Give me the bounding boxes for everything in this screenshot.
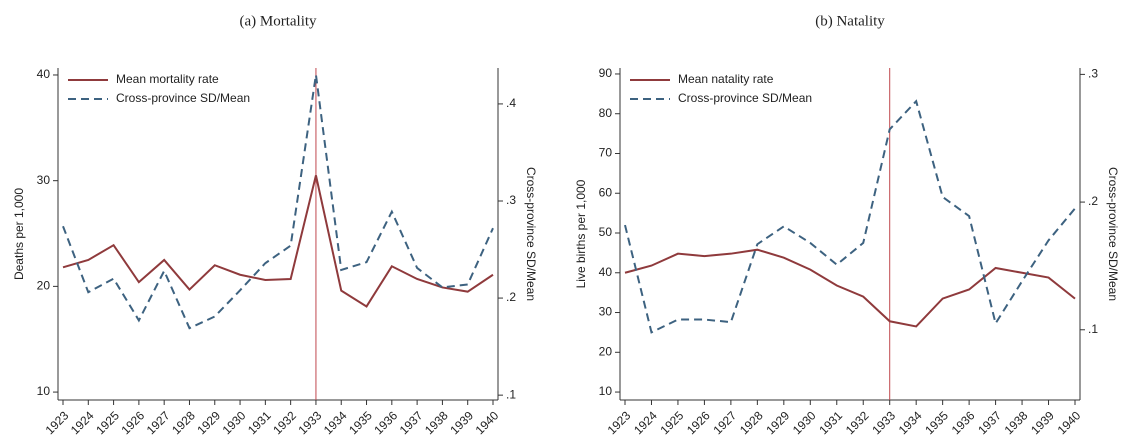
x-tick-label: 1939 [1028,408,1057,436]
y-tick-label: 50 [599,225,613,239]
x-tick-label: 1928 [169,408,198,436]
legend-label: Mean mortality rate [116,72,219,86]
y2-tick-label: .4 [506,96,516,110]
x-tick-label: 1939 [447,408,476,436]
x-tick-label: 1940 [473,408,502,436]
x-tick-label: 1936 [949,408,978,436]
x-tick-label: 1930 [220,408,249,436]
x-tick-label: 1933 [869,408,898,436]
x-tick-label: 1938 [1002,408,1031,436]
series-line [624,248,1076,328]
series-line [62,175,494,308]
y-tick-label: 40 [37,67,51,81]
x-tick-label: 1929 [763,408,792,436]
x-tick-label: 1927 [710,408,739,436]
x-tick-label: 1930 [790,408,819,436]
x-tick-label: 1929 [194,408,223,436]
x-tick-label: 1923 [605,408,634,436]
x-tick-label: 1934 [896,408,925,436]
x-tick-label: 1936 [371,408,400,436]
x-tick-label: 1935 [922,408,951,436]
x-tick-label: 1924 [68,408,97,436]
legend-label: Cross-province SD/Mean [116,91,250,105]
x-tick-label: 1938 [422,408,451,436]
chart-title: (a) Mortality [239,13,317,29]
y-tick-label: 80 [599,106,613,120]
x-tick-label: 1932 [270,408,299,436]
y-tick-label: 30 [599,305,613,319]
series-line [62,74,494,330]
y-tick-label: 90 [599,66,613,80]
y2-tick-label: .2 [506,290,516,304]
x-tick-label: 1933 [296,408,325,436]
y-tick-label: 10 [37,384,51,398]
x-tick-label: 1932 [843,408,872,436]
x-tick-label: 1924 [631,408,660,436]
x-tick-label: 1931 [245,408,274,436]
x-tick-label: 1928 [737,408,766,436]
x-tick-label: 1935 [346,408,375,436]
y-axis-label: Deaths per 1,000 [12,188,26,280]
chart-title: (b) Natality [815,13,885,29]
x-tick-label: 1925 [658,408,687,436]
y-tick-label: 10 [599,384,613,398]
legend-label: Cross-province SD/Mean [678,91,812,105]
x-tick-label: 1937 [975,408,1004,436]
y2-axis-label: Cross-province SD/Mean [1106,167,1120,301]
y2-tick-label: .2 [1088,194,1098,208]
y-axis-label: Live births per 1,000 [574,179,588,288]
x-tick-label: 1931 [816,408,845,436]
x-tick-label: 1926 [118,408,147,436]
y-tick-label: 40 [599,265,613,279]
x-tick-label: 1937 [397,408,426,436]
y2-tick-label: .3 [506,193,516,207]
legend-label: Mean natality rate [678,72,774,86]
y-tick-label: 20 [599,344,613,358]
x-tick-label: 1940 [1055,408,1084,436]
x-tick-label: 1923 [43,408,72,436]
y2-tick-label: .1 [506,387,516,401]
y2-tick-label: .1 [1088,322,1098,336]
series-line [624,99,1076,334]
y-tick-label: 60 [599,185,613,199]
y-tick-label: 20 [37,279,51,293]
x-tick-label: 1927 [144,408,173,436]
y2-tick-label: .3 [1088,67,1098,81]
y-tick-label: 30 [37,173,51,187]
x-tick-label: 1926 [684,408,713,436]
x-tick-label: 1934 [321,408,350,436]
x-tick-label: 1925 [93,408,122,436]
y-tick-label: 70 [599,146,613,160]
y2-axis-label: Cross-province SD/Mean [524,167,538,301]
